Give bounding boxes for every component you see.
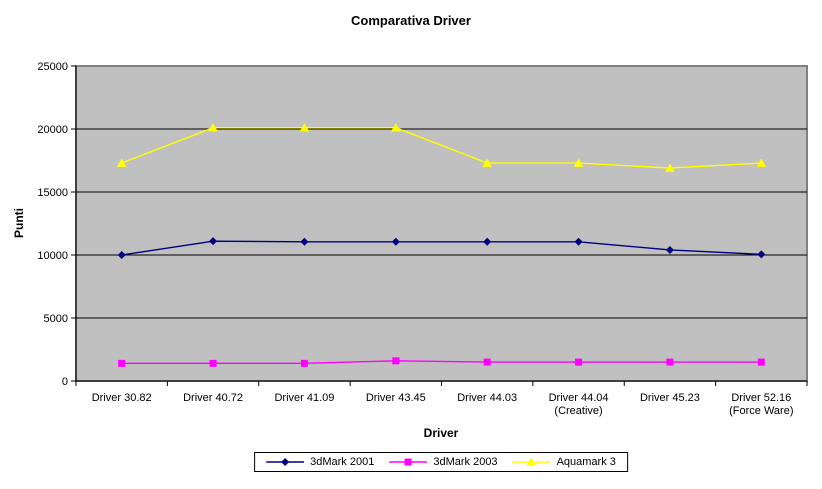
legend-sample xyxy=(389,458,428,466)
square-marker-icon xyxy=(575,358,583,366)
y-tick-label: 25000 xyxy=(37,61,68,73)
legend-item: Aquamark 3 xyxy=(512,456,616,468)
series-3dmark-2001 xyxy=(117,237,766,259)
y-tick-label: 15000 xyxy=(37,187,68,199)
triangle-marker-icon xyxy=(526,457,537,466)
y-axis-title: Punti xyxy=(12,208,26,238)
square-marker-icon xyxy=(666,358,674,366)
chart-title: Comparativa Driver xyxy=(351,13,471,28)
diamond-marker-icon xyxy=(665,245,674,254)
plot-area xyxy=(75,65,808,382)
legend-label: 3dMark 2001 xyxy=(310,456,375,468)
y-tick-label: 0 xyxy=(62,376,68,388)
x-tick-label: Driver 52.16 (Force Ware) xyxy=(729,392,793,417)
x-tick-label: Driver 45.23 xyxy=(640,392,700,404)
square-marker-icon xyxy=(483,358,491,366)
legend-label: 3dMark 2003 xyxy=(433,456,498,468)
series-aquamark-3 xyxy=(116,123,767,172)
legend-item: 3dMark 2001 xyxy=(266,456,374,468)
legend-label: Aquamark 3 xyxy=(556,456,616,468)
y-tick-label: 5000 xyxy=(44,313,68,325)
square-marker-icon xyxy=(209,359,217,367)
triangle-marker-icon xyxy=(573,158,584,167)
diamond-marker-icon xyxy=(483,237,492,246)
x-tick-label: Driver 44.03 xyxy=(457,392,517,404)
diamond-marker-icon xyxy=(281,458,290,466)
triangle-marker-icon xyxy=(756,158,767,167)
legend: 3dMark 2001 3dMark 2003 Aquamark 3 xyxy=(254,452,628,472)
diamond-marker-icon xyxy=(757,250,766,259)
triangle-marker-icon xyxy=(116,158,127,167)
x-axis-title: Driver xyxy=(424,426,459,440)
y-tick-label: 10000 xyxy=(37,250,68,262)
series-line xyxy=(121,127,762,169)
series-line xyxy=(121,360,762,365)
series-line xyxy=(121,240,762,256)
triangle-marker-icon xyxy=(482,158,492,167)
x-tick-label: Driver 44.04 (Creative) xyxy=(549,392,609,417)
diamond-marker-icon xyxy=(574,237,583,246)
triangle-marker-icon xyxy=(208,123,218,132)
square-marker-icon xyxy=(757,358,765,366)
legend-item: 3dMark 2003 xyxy=(389,456,498,468)
square-marker-icon xyxy=(404,458,412,466)
diamond-marker-icon xyxy=(209,237,218,246)
diamond-marker-icon xyxy=(391,237,400,246)
series-3dmark-2003 xyxy=(118,357,765,367)
x-tick-label: Driver 30.82 xyxy=(92,392,152,404)
square-marker-icon xyxy=(392,357,400,365)
triangle-marker-icon xyxy=(391,123,401,132)
diamond-marker-icon xyxy=(300,237,309,246)
legend-sample xyxy=(512,457,551,466)
x-tick-label: Driver 40.72 xyxy=(183,392,243,404)
triangle-marker-icon xyxy=(665,163,675,172)
legend-sample xyxy=(266,458,305,466)
y-tick-label: 20000 xyxy=(37,124,68,136)
triangle-marker-icon xyxy=(299,123,310,132)
square-marker-icon xyxy=(300,359,308,367)
x-tick-label: Driver 41.09 xyxy=(274,392,334,404)
x-tick-label: Driver 43.45 xyxy=(366,392,426,404)
square-marker-icon xyxy=(118,359,126,367)
diamond-marker-icon xyxy=(117,251,126,259)
